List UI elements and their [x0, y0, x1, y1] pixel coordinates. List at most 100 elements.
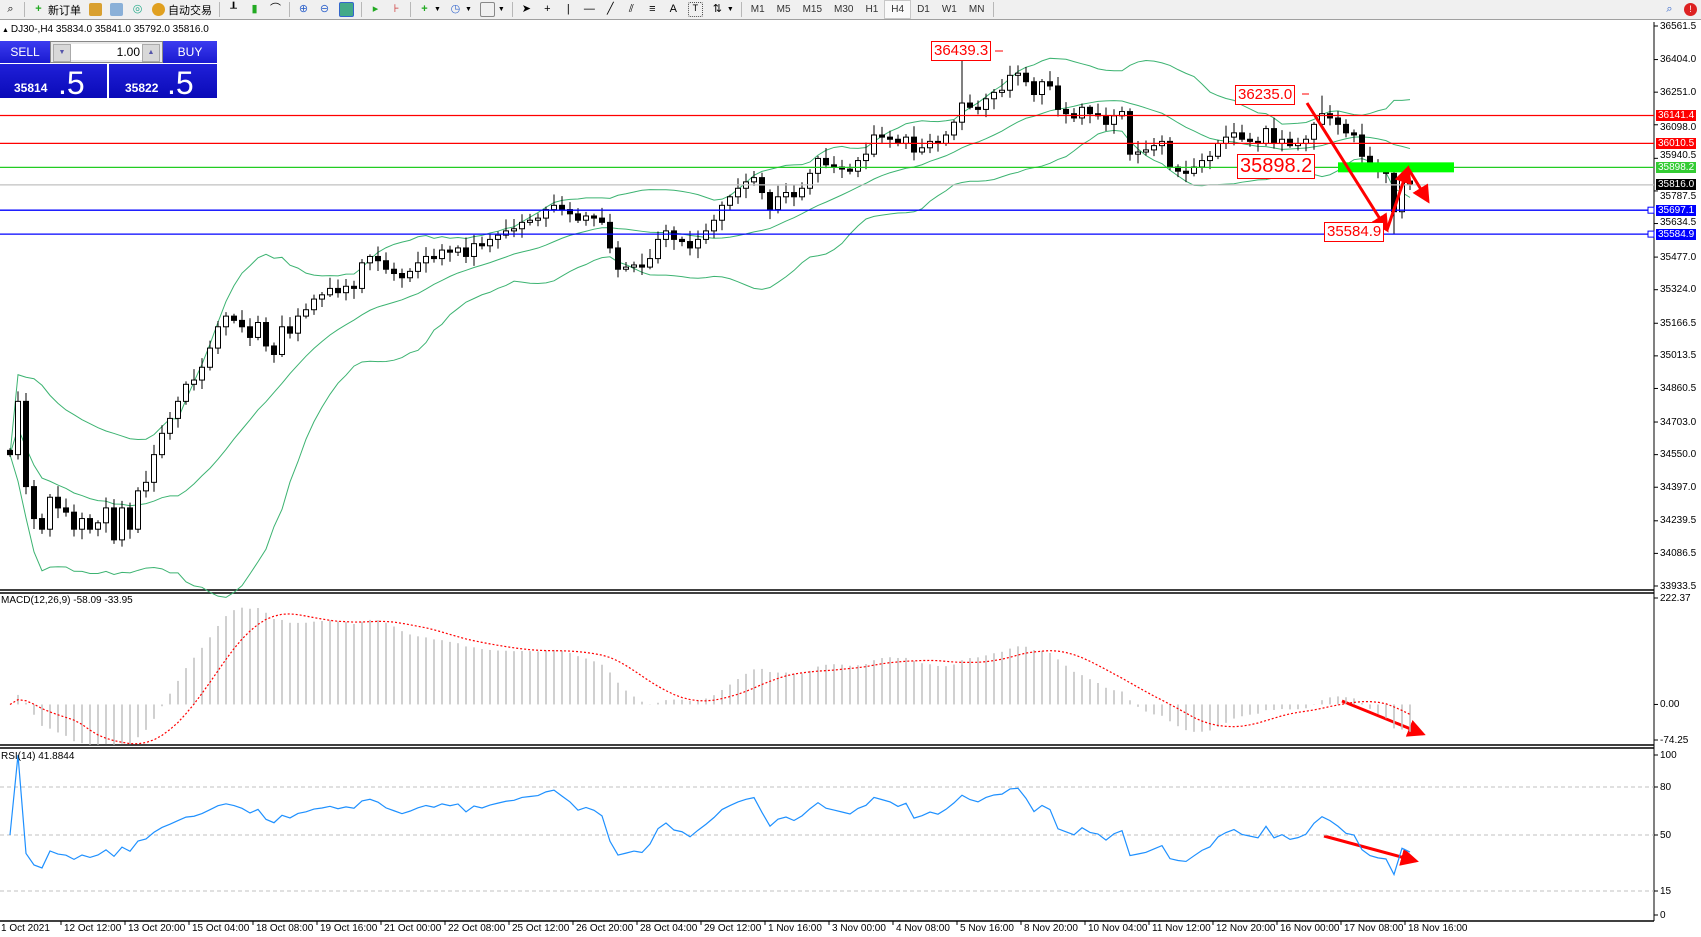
- buy-price[interactable]: 35822 .5: [109, 64, 217, 101]
- new-order-button[interactable]: + 新订单: [28, 1, 85, 18]
- timeframe-m15[interactable]: M15: [802, 4, 823, 15]
- time-tick-label: 10 Nov 04:00: [1088, 923, 1148, 934]
- collapse-triangle-icon: ▲: [2, 27, 11, 34]
- timeframe-m30[interactable]: M30: [834, 4, 854, 15]
- bearish-candle-body: [127, 507, 133, 530]
- dropdown-arrow-icon: ▼: [464, 6, 472, 13]
- bearish-candle-body: [71, 511, 77, 530]
- templates-button[interactable]: ▼: [476, 1, 509, 18]
- bearish-candle-body: [31, 486, 37, 520]
- market-watch-button[interactable]: [106, 1, 127, 18]
- symbol-info: ▲ DJ30-,H4 35834.0 35841.0 35792.0 35816…: [2, 24, 209, 35]
- auto-trading-label: 自动交易: [168, 4, 212, 17]
- zoom-in-button[interactable]: ⊕: [293, 1, 314, 18]
- equidistant-channel-tool[interactable]: ⫽: [621, 1, 642, 18]
- arrows-tool[interactable]: ⇅ ▼: [707, 1, 738, 18]
- time-tick-label: 25 Oct 12:00: [512, 923, 570, 934]
- bullish-candle-body: [695, 238, 701, 249]
- time-tick-label: 17 Nov 08:00: [1344, 923, 1404, 934]
- candle-chart-button[interactable]: ▮: [244, 1, 265, 18]
- timeframe-w1[interactable]: W1: [941, 4, 957, 15]
- bullish-candle-body: [1015, 72, 1021, 76]
- candle: [1087, 105, 1093, 124]
- bullish-candle-body: [527, 219, 533, 223]
- label-tool[interactable]: T: [684, 1, 707, 18]
- lot-increase-button[interactable]: ▲: [142, 44, 160, 62]
- search-icon: ⌕: [1666, 3, 1673, 15]
- notifications-button[interactable]: !: [1680, 1, 1701, 18]
- crosshair-tool[interactable]: +: [537, 1, 558, 18]
- cursor-tool[interactable]: ➤: [516, 1, 537, 18]
- bullish-candle-body: [855, 160, 861, 172]
- macd-tick-label: 222.37: [1660, 592, 1691, 604]
- sell-price[interactable]: 35814 .5: [0, 64, 107, 101]
- sell-button[interactable]: SELL: [0, 41, 50, 63]
- bullish-candle-body: [159, 432, 165, 456]
- horizontal-line-tool[interactable]: —: [579, 1, 600, 18]
- candle: [879, 126, 885, 143]
- timeframe-h1[interactable]: H1: [865, 4, 879, 15]
- candle: [175, 396, 181, 428]
- text-label-icon: T: [687, 2, 703, 17]
- bearish-candle-body: [391, 268, 397, 275]
- text-tool[interactable]: A: [663, 1, 684, 18]
- auto-trading-button[interactable]: 自动交易: [148, 1, 216, 18]
- autoscroll-icon: ▸: [372, 3, 379, 15]
- bullish-candle-body: [799, 187, 805, 198]
- search-community-button[interactable]: ⌕: [1659, 1, 1680, 18]
- bearish-candle-body: [335, 287, 341, 294]
- bearish-candle-body: [87, 518, 93, 530]
- auto-scroll-button[interactable]: ▸: [365, 1, 386, 18]
- bullish-candle-body: [503, 230, 509, 236]
- bearish-candle-body: [351, 285, 357, 289]
- candle: [375, 246, 381, 271]
- bar-chart-button[interactable]: ┸: [223, 1, 244, 18]
- timeframe-m1[interactable]: M1: [750, 4, 765, 15]
- zoom-out-button[interactable]: ⊖: [314, 1, 335, 18]
- signals-button[interactable]: ◎: [127, 1, 148, 18]
- candle: [679, 236, 685, 247]
- candle: [863, 142, 869, 170]
- bearish-candle-body: [671, 230, 677, 240]
- candle: [79, 512, 85, 540]
- bullish-candle-body: [551, 204, 557, 211]
- indicators-button[interactable]: + ▼: [414, 1, 445, 18]
- bullish-candle-body: [1263, 128, 1269, 145]
- trendline-tool[interactable]: ╱: [600, 1, 621, 18]
- lot-stepper: ▼ ▲: [50, 41, 163, 63]
- periods-button[interactable]: ◷ ▼: [445, 1, 476, 18]
- timeframe-d1[interactable]: D1: [917, 4, 930, 15]
- candle: [487, 234, 493, 253]
- timeframe-h4[interactable]: H4: [884, 0, 912, 19]
- line-chart-button[interactable]: ⌒: [265, 1, 286, 18]
- search-button[interactable]: ⌕: [0, 1, 21, 18]
- bullish-candle-body: [1215, 143, 1221, 157]
- candle: [1119, 106, 1125, 120]
- horizontal-line-icon: —: [583, 3, 595, 15]
- vertical-line-tool[interactable]: |: [558, 1, 579, 18]
- time-tick-label: 15 Oct 04:00: [192, 923, 250, 934]
- clock-icon: ◷: [450, 3, 461, 15]
- buy-button[interactable]: BUY: [163, 41, 217, 63]
- history-button[interactable]: [85, 1, 106, 18]
- bullish-candle-body: [359, 262, 365, 289]
- price-annotation: 35584.9: [1324, 222, 1385, 242]
- lot-decrease-button[interactable]: ▼: [53, 44, 71, 62]
- bearish-candle-body: [263, 322, 269, 347]
- tile-windows-button[interactable]: [335, 1, 358, 18]
- timeframe-mn[interactable]: MN: [968, 4, 985, 15]
- chart-shift-button[interactable]: ⊦: [386, 1, 407, 18]
- bullish-candle-body: [47, 496, 53, 530]
- bullish-candle-body: [719, 204, 725, 221]
- timeframe-m5[interactable]: M5: [776, 4, 791, 15]
- candle: [167, 412, 173, 440]
- resistance-price-tag: 36010.5: [1656, 137, 1697, 149]
- lot-input[interactable]: [71, 44, 142, 60]
- candle: [415, 251, 421, 279]
- fibonacci-tool[interactable]: ≡: [642, 1, 663, 18]
- candle: [351, 280, 357, 299]
- toolbar-divider: [219, 2, 220, 17]
- market-icon: [110, 3, 123, 16]
- sell-price-main: 35814: [14, 81, 48, 95]
